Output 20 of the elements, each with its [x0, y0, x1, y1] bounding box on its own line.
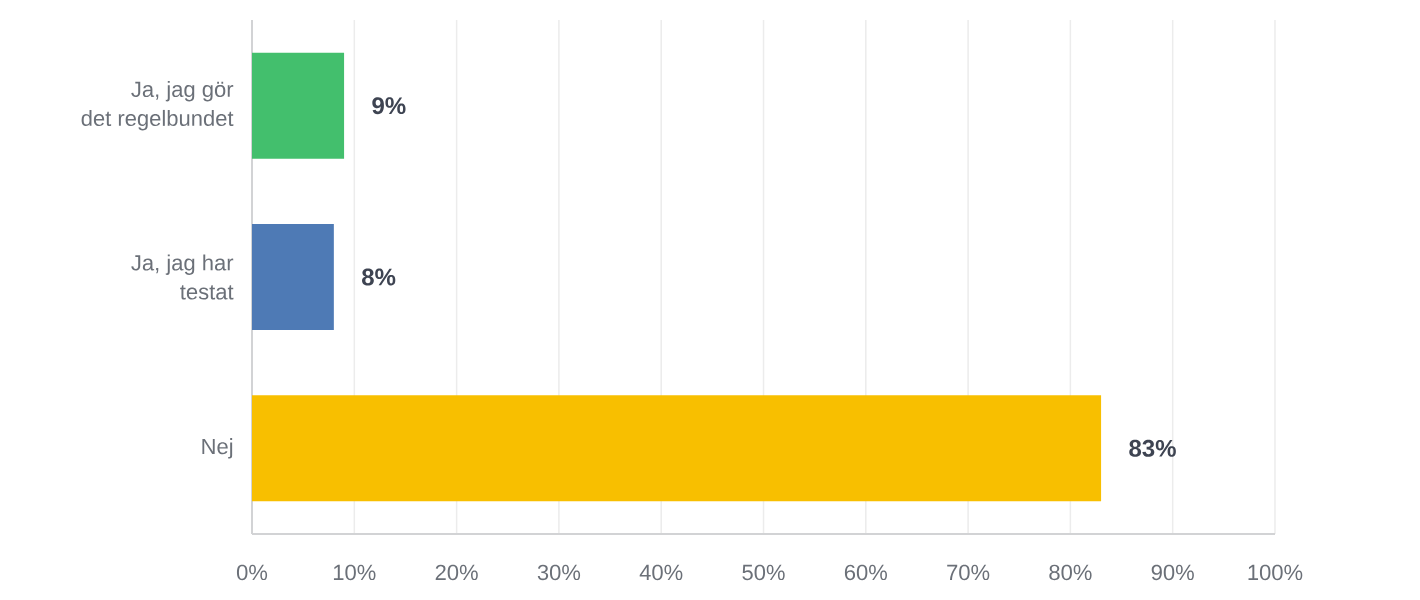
x-tick-label: 70%	[947, 564, 990, 581]
x-tick-label: 40%	[639, 564, 683, 581]
y-tick-label: Ja, jag har testat	[131, 254, 234, 300]
x-tick-label: 60%	[844, 564, 887, 581]
x-tick-label: 50%	[742, 564, 785, 581]
bar	[252, 395, 1102, 502]
x-tick-label: 100%	[1248, 564, 1303, 581]
y-tick-label: Ja, jag gör det regelbundet	[81, 80, 234, 131]
data-label: 9%	[372, 97, 406, 115]
bar	[252, 223, 334, 330]
bar	[252, 52, 345, 159]
x-tick-label: 20%	[435, 564, 478, 581]
x-tick-label: 80%	[1049, 564, 1092, 581]
x-tick-label: 0%	[236, 564, 268, 581]
x-tick-label: 90%	[1151, 564, 1194, 581]
y-tick-label: Nej	[202, 438, 233, 459]
x-tick-label: 10%	[333, 564, 376, 581]
data-label: 83%	[1129, 439, 1176, 457]
x-tick-label: 30%	[537, 564, 581, 581]
data-label: 8%	[362, 268, 396, 286]
